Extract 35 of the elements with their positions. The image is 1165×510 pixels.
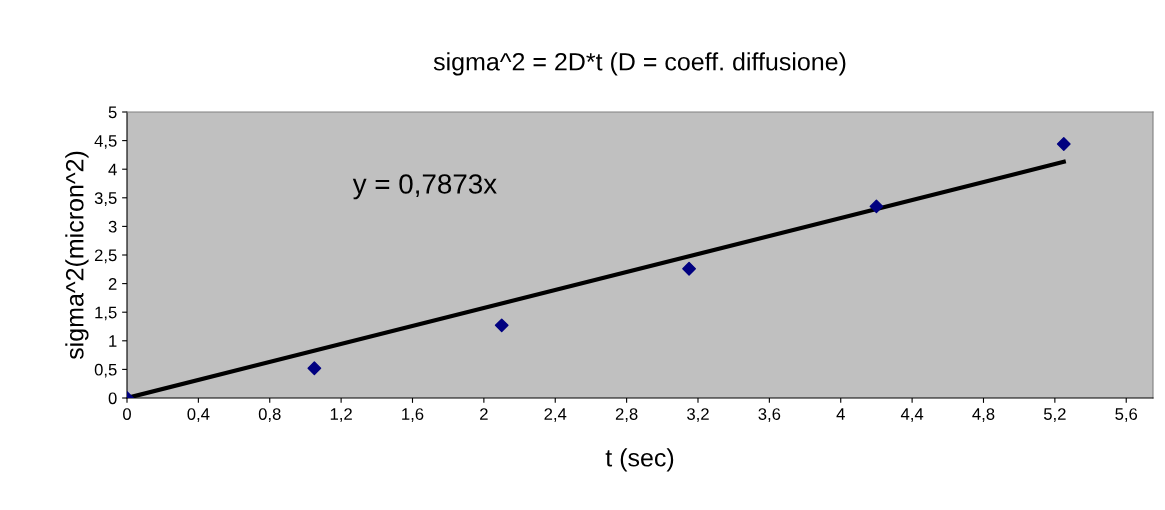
chart-title: sigma^2 = 2D*t (D = coeff. diffusione) bbox=[433, 52, 846, 76]
y-tick-label: 3 bbox=[108, 220, 117, 233]
y-tick-label: 3,5 bbox=[94, 192, 117, 206]
y-tick-label: 5 bbox=[108, 106, 117, 119]
y-axis-title: sigma^2(micron^2) bbox=[65, 151, 89, 360]
x-tick-label: 2,8 bbox=[615, 408, 638, 422]
x-tick-label: 2 bbox=[480, 408, 488, 420]
y-tick-label: 2 bbox=[108, 278, 117, 290]
x-tick-label: 0,8 bbox=[258, 408, 281, 422]
point bbox=[682, 261, 696, 276]
y-tick-label: 2,5 bbox=[94, 249, 117, 264]
x-tick-label: 2,4 bbox=[544, 408, 567, 422]
point bbox=[869, 199, 884, 214]
x-tick-label: 4,4 bbox=[900, 408, 924, 422]
y-tick-label: 4 bbox=[108, 163, 117, 176]
x-tick-label: 4,8 bbox=[972, 408, 995, 422]
x-tick-label: 5,6 bbox=[1115, 408, 1138, 422]
x-tick-label: 3,2 bbox=[687, 408, 709, 422]
point bbox=[494, 318, 509, 333]
x-tick-label: 5,2 bbox=[1043, 408, 1066, 422]
point bbox=[307, 361, 322, 376]
y-tick-label: 0,5 bbox=[94, 363, 117, 378]
y-tick-label: 0 bbox=[108, 392, 117, 405]
y-tick-label: 4,5 bbox=[94, 135, 117, 149]
y-tick-label: 1,5 bbox=[95, 306, 117, 321]
x-axis-title: t (sec) bbox=[605, 448, 674, 472]
x-tick-label: 1,6 bbox=[402, 408, 424, 422]
x-tick-label: 0 bbox=[123, 408, 131, 420]
x-tick-label: 0,4 bbox=[187, 408, 210, 422]
annotation: y = 0,7873x bbox=[352, 174, 497, 200]
y-tick-label: 1 bbox=[109, 335, 117, 347]
x-tick-label: 1,2 bbox=[330, 408, 352, 422]
x-tick-label: 3,6 bbox=[758, 408, 781, 422]
x-tick-label: 4 bbox=[836, 408, 845, 420]
point bbox=[1056, 137, 1071, 151]
